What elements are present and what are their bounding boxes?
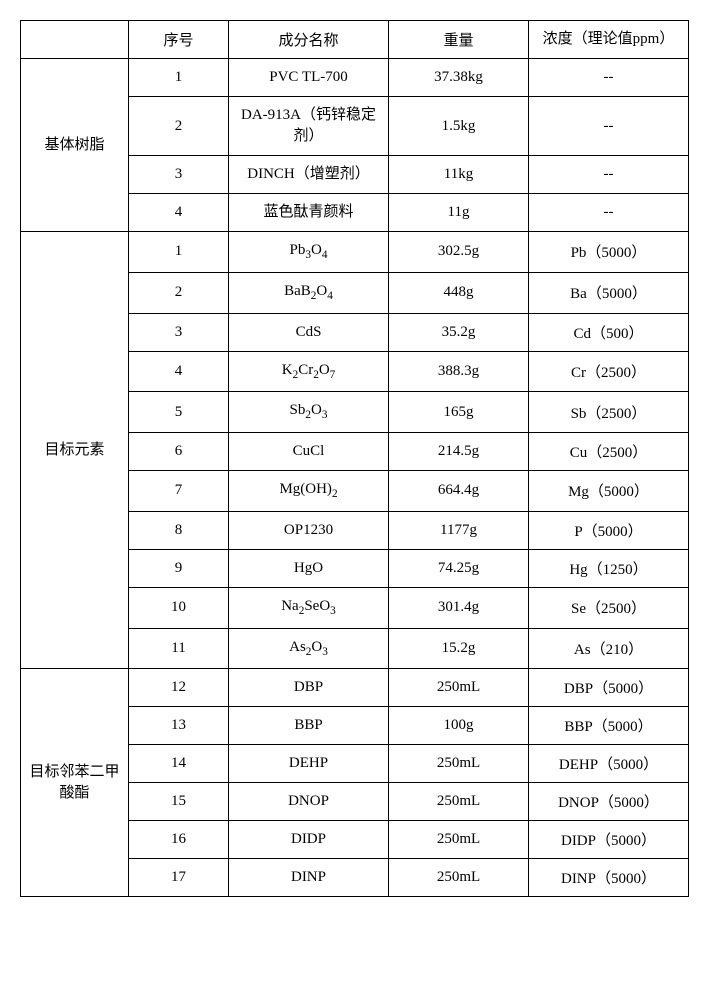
cell-conc: Cu（2500）	[529, 433, 689, 471]
cell-name: PVC TL-700	[229, 59, 389, 97]
header-seq: 序号	[129, 21, 229, 59]
cell-conc: --	[529, 97, 689, 156]
cell-conc: Ba（5000）	[529, 272, 689, 313]
group-label: 目标元素	[21, 232, 129, 669]
cell-seq: 2	[129, 272, 229, 313]
cell-seq: 14	[129, 745, 229, 783]
table-row: 目标邻苯二甲酸酯12DBP250mLDBP（5000）	[21, 669, 689, 707]
group-label: 基体树脂	[21, 59, 129, 232]
cell-conc: --	[529, 156, 689, 194]
cell-weight: 1.5kg	[389, 97, 529, 156]
composition-table: 序号 成分名称 重量 浓度（理论值ppm） 基体树脂1PVC TL-70037.…	[20, 20, 689, 897]
cell-weight: 11g	[389, 194, 529, 232]
cell-weight: 302.5g	[389, 232, 529, 273]
cell-seq: 3	[129, 156, 229, 194]
cell-name: K2Cr2O7	[229, 351, 389, 392]
cell-weight: 250mL	[389, 669, 529, 707]
cell-weight: 388.3g	[389, 351, 529, 392]
group-label: 目标邻苯二甲酸酯	[21, 669, 129, 897]
cell-conc: As（210）	[529, 628, 689, 669]
cell-weight: 1177g	[389, 511, 529, 549]
cell-seq: 3	[129, 313, 229, 351]
cell-name: BBP	[229, 707, 389, 745]
cell-weight: 74.25g	[389, 549, 529, 587]
cell-weight: 165g	[389, 392, 529, 433]
cell-conc: --	[529, 59, 689, 97]
cell-name: DBP	[229, 669, 389, 707]
cell-seq: 8	[129, 511, 229, 549]
cell-seq: 1	[129, 59, 229, 97]
header-conc: 浓度（理论值ppm）	[529, 21, 689, 59]
cell-conc: Mg（5000）	[529, 471, 689, 512]
cell-conc: DNOP（5000）	[529, 783, 689, 821]
cell-name: DEHP	[229, 745, 389, 783]
cell-name: CdS	[229, 313, 389, 351]
cell-conc: BBP（5000）	[529, 707, 689, 745]
cell-seq: 2	[129, 97, 229, 156]
cell-conc: Sb（2500）	[529, 392, 689, 433]
cell-name: DINCH（增塑剂）	[229, 156, 389, 194]
header-name: 成分名称	[229, 21, 389, 59]
cell-name: DNOP	[229, 783, 389, 821]
table-row: 基体树脂1PVC TL-70037.38kg--	[21, 59, 689, 97]
cell-name: BaB2O4	[229, 272, 389, 313]
cell-weight: 250mL	[389, 859, 529, 897]
cell-name: 蓝色酞青颜料	[229, 194, 389, 232]
table-body: 基体树脂1PVC TL-70037.38kg--2DA-913A（钙锌稳定剂）1…	[21, 59, 689, 897]
cell-weight: 664.4g	[389, 471, 529, 512]
cell-seq: 11	[129, 628, 229, 669]
cell-name: Pb3O4	[229, 232, 389, 273]
cell-name: As2O3	[229, 628, 389, 669]
cell-name: Na2SeO3	[229, 587, 389, 628]
cell-seq: 13	[129, 707, 229, 745]
cell-seq: 16	[129, 821, 229, 859]
header-blank	[21, 21, 129, 59]
header-weight: 重量	[389, 21, 529, 59]
cell-weight: 15.2g	[389, 628, 529, 669]
table-row: 目标元素1Pb3O4302.5gPb（5000）	[21, 232, 689, 273]
table-header: 序号 成分名称 重量 浓度（理论值ppm）	[21, 21, 689, 59]
cell-conc: Cr（2500）	[529, 351, 689, 392]
cell-weight: 250mL	[389, 821, 529, 859]
cell-weight: 214.5g	[389, 433, 529, 471]
cell-seq: 4	[129, 351, 229, 392]
cell-weight: 448g	[389, 272, 529, 313]
cell-conc: --	[529, 194, 689, 232]
cell-name: Mg(OH)2	[229, 471, 389, 512]
cell-seq: 10	[129, 587, 229, 628]
cell-conc: DEHP（5000）	[529, 745, 689, 783]
cell-seq: 6	[129, 433, 229, 471]
cell-seq: 7	[129, 471, 229, 512]
cell-weight: 301.4g	[389, 587, 529, 628]
cell-conc: DINP（5000）	[529, 859, 689, 897]
cell-seq: 9	[129, 549, 229, 587]
cell-seq: 12	[129, 669, 229, 707]
cell-conc: Pb（5000）	[529, 232, 689, 273]
cell-weight: 11kg	[389, 156, 529, 194]
cell-conc: Se（2500）	[529, 587, 689, 628]
cell-seq: 4	[129, 194, 229, 232]
cell-weight: 250mL	[389, 745, 529, 783]
cell-name: DINP	[229, 859, 389, 897]
cell-weight: 250mL	[389, 783, 529, 821]
cell-weight: 100g	[389, 707, 529, 745]
cell-name: OP1230	[229, 511, 389, 549]
cell-seq: 1	[129, 232, 229, 273]
cell-name: HgO	[229, 549, 389, 587]
cell-conc: DBP（5000）	[529, 669, 689, 707]
cell-name: CuCl	[229, 433, 389, 471]
cell-name: DIDP	[229, 821, 389, 859]
cell-seq: 15	[129, 783, 229, 821]
cell-conc: DIDP（5000）	[529, 821, 689, 859]
cell-weight: 35.2g	[389, 313, 529, 351]
cell-name: DA-913A（钙锌稳定剂）	[229, 97, 389, 156]
cell-name: Sb2O3	[229, 392, 389, 433]
cell-conc: Cd（500）	[529, 313, 689, 351]
cell-conc: Hg（1250）	[529, 549, 689, 587]
cell-conc: P（5000）	[529, 511, 689, 549]
cell-seq: 17	[129, 859, 229, 897]
cell-seq: 5	[129, 392, 229, 433]
cell-weight: 37.38kg	[389, 59, 529, 97]
